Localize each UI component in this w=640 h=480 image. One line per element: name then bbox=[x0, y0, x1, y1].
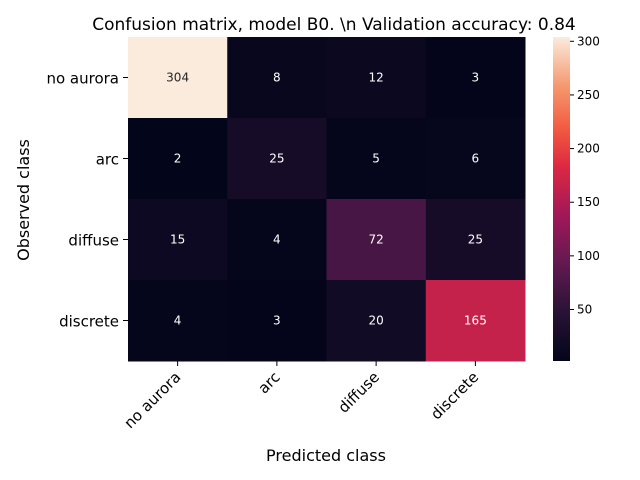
cell-value-label: 12 bbox=[368, 71, 383, 85]
cell-value-label: 3 bbox=[273, 314, 281, 328]
cell-value-label: 5 bbox=[372, 152, 380, 166]
heatmap-cell bbox=[425, 118, 526, 200]
cell-value-label: 4 bbox=[174, 314, 182, 328]
cell-value-label: 2 bbox=[174, 152, 182, 166]
y-axis-ticks: no aurora arc diffuse discrete bbox=[46, 70, 128, 331]
x-axis-ticks: no aurora arc diffuse discrete bbox=[120, 361, 482, 432]
heatmap-cell bbox=[425, 280, 526, 362]
x-tick-label: discrete bbox=[427, 368, 482, 423]
y-tick-label: no aurora bbox=[46, 70, 119, 88]
heatmap-cells: 304 8 12 3 2 25 5 6 15 4 72 25 4 3 20 165 bbox=[128, 37, 526, 362]
heatmap-cell bbox=[128, 199, 228, 281]
cell-value-label: 165 bbox=[464, 314, 487, 328]
colorbar-tick-label: 150 bbox=[577, 195, 600, 209]
heatmap-cell bbox=[425, 199, 526, 281]
x-tick-label: diffuse bbox=[334, 368, 382, 416]
cell-value-label: 4 bbox=[273, 233, 281, 247]
heatmap-cell bbox=[128, 37, 228, 119]
cell-value-label: 25 bbox=[468, 233, 483, 247]
cell-value-label: 20 bbox=[368, 314, 383, 328]
colorbar-tick-label: 50 bbox=[577, 303, 592, 317]
heatmap-cell bbox=[227, 199, 327, 281]
cell-value-label: 8 bbox=[273, 71, 281, 85]
heatmap-cell bbox=[425, 37, 526, 119]
cell-value-label: 25 bbox=[269, 152, 284, 166]
x-axis-label: Predicted class bbox=[266, 446, 386, 465]
x-tick-label: no aurora bbox=[120, 368, 184, 432]
y-tick-label: arc bbox=[96, 151, 119, 169]
cell-value-label: 3 bbox=[472, 71, 480, 85]
heatmap-cell bbox=[326, 280, 427, 362]
heatmap-cell bbox=[326, 118, 427, 200]
colorbar-tick-label: 300 bbox=[577, 34, 600, 48]
y-tick-label: diffuse bbox=[68, 232, 119, 250]
heatmap-cell bbox=[128, 118, 228, 200]
colorbar: 50 100 150 200 250 300 bbox=[553, 34, 600, 361]
cell-value-label: 304 bbox=[166, 71, 189, 85]
heatmap-cell bbox=[326, 37, 427, 119]
y-axis-label: Observed class bbox=[14, 139, 33, 261]
colorbar-tick-label: 200 bbox=[577, 142, 600, 156]
cell-value-label: 15 bbox=[170, 233, 185, 247]
heatmap-cell bbox=[326, 199, 427, 281]
y-tick-label: discrete bbox=[59, 313, 119, 331]
heatmap-cell bbox=[227, 118, 327, 200]
cell-value-label: 6 bbox=[472, 152, 480, 166]
cell-value-label: 72 bbox=[368, 233, 383, 247]
colorbar-gradient bbox=[553, 37, 570, 361]
x-tick-label: arc bbox=[255, 368, 284, 397]
chart-title: Confusion matrix, model B0. \n Validatio… bbox=[92, 15, 576, 35]
heatmap-cell bbox=[128, 280, 228, 362]
heatmap-cell bbox=[227, 280, 327, 362]
colorbar-tick-label: 100 bbox=[577, 249, 600, 263]
heatmap-cell bbox=[227, 37, 327, 119]
colorbar-tick-label: 250 bbox=[577, 88, 600, 102]
